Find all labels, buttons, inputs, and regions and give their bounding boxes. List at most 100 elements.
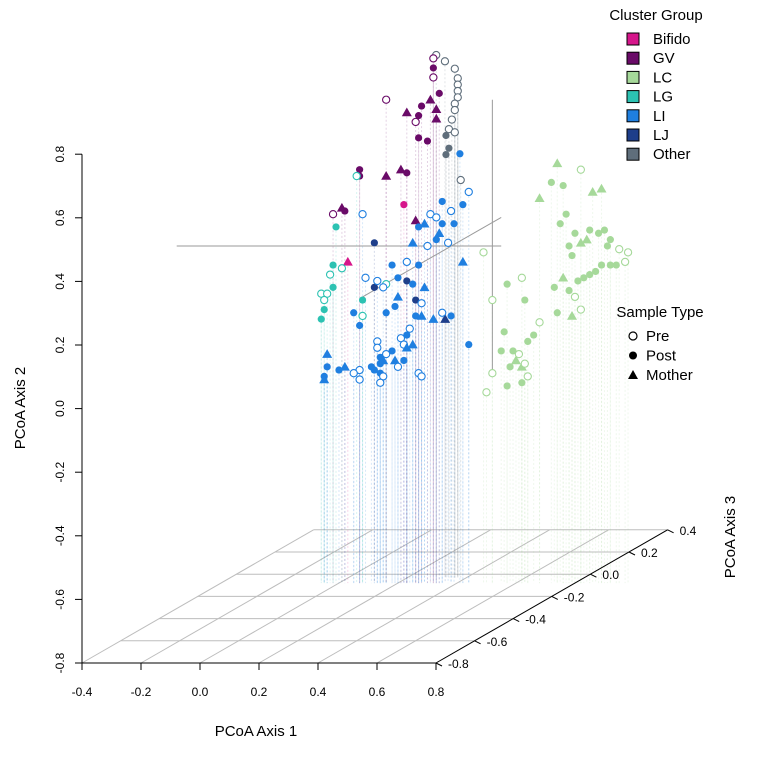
data-point-lc-post [592, 267, 600, 276]
data-point-other-post [445, 144, 453, 152]
data-point-lc-post [574, 277, 582, 285]
data-point-li-post [447, 312, 455, 320]
data-point-li-post [367, 363, 376, 371]
data-point-lc-post [530, 331, 538, 339]
data-point-lc-pre [523, 372, 532, 381]
data-point-gv-mother [336, 202, 347, 212]
data-point-lc-pre [576, 165, 586, 174]
data-point-lg-post [358, 296, 367, 304]
data-point-lc-post [562, 210, 570, 218]
data-point-li-pre [379, 283, 388, 292]
data-point-gv-pre [382, 95, 391, 104]
data-point-gv-pre [429, 73, 438, 82]
data-point-lc-post [500, 328, 508, 336]
z-axis-tick [551, 595, 559, 600]
legend-swatch-lj [626, 128, 640, 142]
y-axis-title: PCoA Axis 2 [12, 367, 29, 450]
data-point-lg-post [329, 283, 337, 291]
data-point-lc-mother [581, 234, 592, 244]
chart-axes: -0.4 -0.2 0.0 0.2 0.4 0.6 0.8-0.8-0.6-0.4-0.20… [53, 146, 697, 699]
data-point-li-post [394, 274, 402, 282]
chart-grid [81, 529, 668, 664]
data-point-li-mother [416, 310, 427, 320]
data-point-gv-post [429, 64, 437, 72]
legend-swatch-lg [626, 90, 640, 104]
data-point-lc-post [503, 280, 511, 288]
x-tick-label: 0.4 [310, 685, 327, 699]
sample-type-legend: Sample Type Pre Post Mother [616, 304, 703, 384]
data-point-lc-post [606, 236, 614, 244]
legend-label-lg: LG [653, 89, 673, 106]
data-point-lc-mother [587, 186, 598, 196]
z-axis-tick [628, 551, 636, 556]
legend-label-lj: LJ [653, 127, 669, 144]
legend-swatch-bifido [626, 32, 640, 46]
data-point-li-post [382, 309, 390, 317]
data-point-li-pre [417, 372, 426, 381]
data-point-li-mother [339, 361, 350, 371]
x-tick-label: -0.2 [131, 685, 152, 699]
data-point-li-post [409, 280, 417, 288]
data-point-lc-post [550, 283, 558, 291]
data-point-li-pre [438, 308, 447, 317]
data-point-lj-post [412, 296, 420, 304]
data-point-lc-post [518, 379, 526, 387]
data-point-lc-mother [575, 237, 586, 247]
legend-label-gv: GV [653, 50, 675, 67]
data-point-gv-mother [431, 104, 442, 114]
legend-label-pre: Pre [646, 328, 669, 345]
x-tick-label: 0.8 [428, 685, 445, 699]
data-point-gv-post [403, 169, 411, 177]
data-point-li-mother [419, 282, 430, 292]
data-point-lj-mother [440, 314, 451, 323]
z-axis-title: PCoA Axis 3 [722, 496, 739, 579]
data-point-lc-post [568, 251, 576, 260]
data-point-lc-post [553, 309, 561, 317]
data-point-lc-post [524, 337, 532, 345]
data-point-li-pre [382, 349, 391, 359]
legend-symbol-post [629, 351, 637, 360]
data-point-li-pre [402, 257, 411, 267]
data-point-lc-pre [535, 318, 544, 327]
data-point-other-pre [450, 105, 459, 115]
legend-swatch-other [626, 147, 640, 161]
cluster-group-legend: Cluster Group Bifido GV LC LG LI LJ Other [609, 7, 702, 163]
data-point-gv-post [435, 89, 443, 97]
data-point-li-pre [464, 187, 473, 197]
data-point-lc-pre [514, 349, 524, 359]
data-point-other-post [442, 150, 450, 159]
x-tick-label: -0.4 [72, 685, 93, 699]
legend-label-post: Post [646, 348, 677, 365]
data-point-lc-pre [576, 305, 586, 314]
data-point-li-post [388, 261, 396, 269]
data-point-li-mother [407, 339, 418, 349]
data-point-lc-mother [534, 193, 545, 203]
data-point-lc-pre [615, 245, 624, 254]
legend-label-bifido: Bifido [653, 31, 691, 48]
data-point-li-mother [378, 355, 389, 365]
data-point-gv-pre [429, 54, 438, 63]
data-point-lc-pre [620, 257, 630, 267]
data-point-lj-post [370, 283, 378, 291]
y-tick-label: 0.4 [53, 273, 67, 290]
data-point-li-mother [457, 256, 468, 266]
data-point-li-post [412, 312, 420, 320]
data-point-li-post [388, 347, 396, 355]
data-point-li-pre [423, 241, 432, 251]
data-point-lc-mother [596, 183, 607, 193]
data-point-li-post [356, 321, 364, 330]
data-point-lc-post [612, 261, 620, 269]
data-point-lc-pre [488, 295, 497, 305]
data-point-other-pre [450, 64, 459, 73]
data-point-gv-post [356, 166, 364, 174]
data-point-li-pre [373, 343, 382, 352]
x-tick-label: 0.0 [192, 685, 209, 699]
data-point-lg-post [332, 223, 340, 231]
data-point-lc-pre [520, 359, 529, 368]
data-point-gv-mother [431, 113, 442, 123]
data-point-gv-post [423, 137, 432, 145]
data-point-lc-post [586, 271, 594, 279]
z-axis-tick [590, 573, 597, 578]
data-point-li-pre [361, 273, 370, 282]
